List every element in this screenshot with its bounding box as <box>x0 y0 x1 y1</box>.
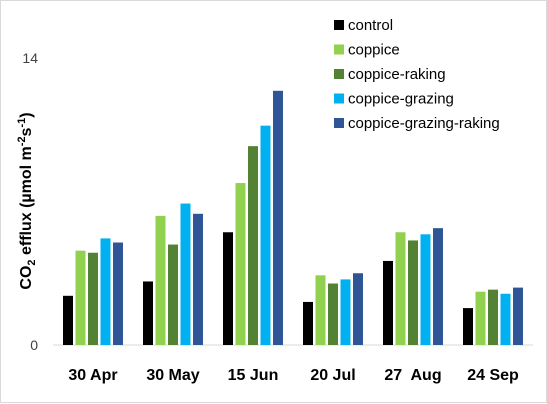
x-tick-label-1: 30 May <box>146 367 199 384</box>
legend-label-coppice-raking: coppice-raking <box>348 66 446 83</box>
x-tick-label-0: 30 Apr <box>68 367 117 384</box>
bar-coppice-2 <box>235 183 246 345</box>
legend-swatch-coppice-raking <box>334 69 344 79</box>
legend-swatch-coppice <box>334 44 344 55</box>
bar-control-5 <box>463 308 473 345</box>
y-tick-label-1: 14 <box>22 50 38 66</box>
bar-coppice-grazing-0 <box>100 238 111 345</box>
bar-coppice-grazing-raking-0 <box>113 242 123 345</box>
bar-coppice-grazing-5 <box>500 293 511 345</box>
bar-coppice-grazing-1 <box>180 203 191 345</box>
bar-coppice-grazing-raking-2 <box>273 90 283 345</box>
legend-swatch-coppice-grazing-raking <box>334 118 344 128</box>
bar-coppice-4 <box>395 232 406 345</box>
bar-coppice-3 <box>315 275 326 345</box>
bar-control-3 <box>303 301 313 345</box>
bar-coppice-raking-0 <box>88 252 98 345</box>
bar-control-4 <box>383 260 393 345</box>
bar-coppice-raking-4 <box>408 240 418 345</box>
bar-control-0 <box>63 295 73 345</box>
bar-coppice-grazing-raking-4 <box>433 228 443 345</box>
legend-swatch-control <box>334 20 344 30</box>
legend-label-control: control <box>348 17 393 34</box>
bar-coppice-raking-3 <box>328 283 338 345</box>
bar-coppice-0 <box>75 250 86 345</box>
legend-swatch-coppice-grazing <box>334 93 344 104</box>
y-tick-label-0: 0 <box>30 337 38 353</box>
bar-coppice-grazing-3 <box>340 279 351 345</box>
x-tick-label-5: 24 Sep <box>467 367 519 384</box>
bar-control-1 <box>143 281 153 345</box>
bar-coppice-5 <box>475 291 486 345</box>
legend-label-coppice-grazing: coppice-grazing <box>348 91 454 108</box>
y-axis-title: CO2 efflux (µmol m-2s-1) <box>16 112 38 289</box>
bar-coppice-raking-1 <box>168 244 178 345</box>
bar-coppice-1 <box>155 215 166 345</box>
x-tick-labels: 30 Apr 30 May 15 Jun 20 Jul 27 Aug 24 Sep <box>68 367 519 384</box>
x-tick-label-2: 15 Jun <box>228 367 279 384</box>
bar-coppice-grazing-2 <box>260 125 271 346</box>
axes: 0 14 <box>22 50 533 353</box>
legend-label-coppice-grazing-raking: coppice-grazing-raking <box>348 115 500 132</box>
bar-coppice-grazing-raking-5 <box>513 287 523 345</box>
bar-coppice-raking-5 <box>488 289 498 345</box>
bar-coppice-grazing-raking-3 <box>353 273 363 345</box>
x-tick-label-4: 27 Aug <box>384 367 441 384</box>
bar-control-2 <box>223 232 233 345</box>
legend: control coppice coppice-raking coppice-graz… <box>334 17 500 132</box>
bar-coppice-grazing-4 <box>420 234 431 345</box>
legend-label-coppice: coppice <box>348 42 400 59</box>
bar-coppice-grazing-raking-1 <box>193 213 203 345</box>
x-tick-label-3: 20 Jul <box>310 367 355 384</box>
bar-coppice-raking-2 <box>248 146 258 345</box>
bars-group <box>63 90 523 346</box>
